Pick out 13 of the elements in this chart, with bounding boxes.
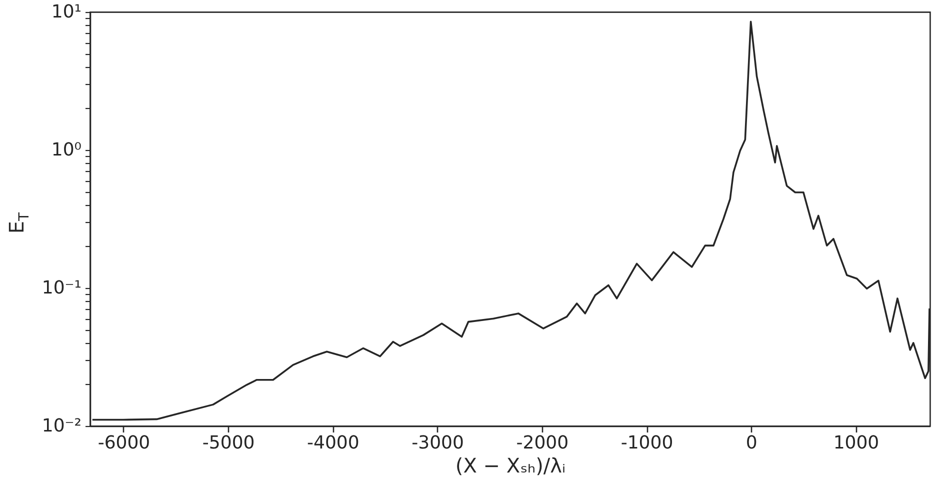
x-tick-label: -5000 [202, 432, 255, 454]
y-tick-label: 10¹ [51, 2, 82, 22]
x-tick-label: -4000 [307, 432, 360, 454]
x-tick-label: 0 [746, 432, 758, 454]
x-tick-label: -2000 [516, 432, 569, 454]
x-axis-title: (X − Xₛₕ)/λᵢ [455, 454, 566, 478]
x-tick-label: -1000 [620, 432, 674, 454]
x-tick-label: -6000 [98, 432, 150, 454]
y-tick-label: 10⁻² [42, 416, 82, 436]
x-tick-label: -3000 [412, 432, 464, 454]
x-tick-label: 1000 [833, 432, 880, 454]
y-tick-label: 10⁰ [51, 140, 82, 160]
y-tick-label: 10⁻¹ [42, 278, 82, 298]
